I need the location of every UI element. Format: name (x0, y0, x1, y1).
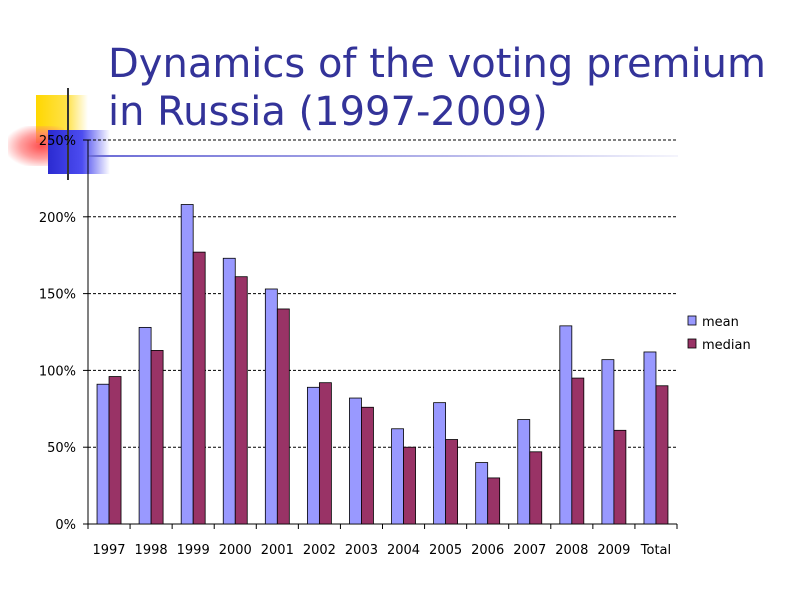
bar-median-total (655, 385, 669, 525)
bar-median-2008 (571, 377, 585, 525)
slide-title-line-2: in Russia (1997-2009) (108, 89, 548, 135)
x-tick-label: 2008 (555, 543, 588, 558)
bar-median-2005 (445, 439, 459, 525)
legend-swatch-median (687, 338, 697, 349)
x-tick-label: 2004 (387, 543, 420, 558)
bar-median-1998 (150, 350, 164, 525)
y-tick-label: 50% (47, 441, 76, 456)
decorative-horizontal-rule (88, 155, 678, 157)
slide-title-line-1: Dynamics of the voting premium (108, 41, 766, 87)
x-tick-label: 2002 (303, 543, 336, 558)
y-tick-label: 150% (39, 288, 76, 303)
bar-mean-2002 (306, 386, 320, 525)
bar-mean-total (643, 351, 657, 525)
x-tick-label: 2003 (345, 543, 378, 558)
y-tick-label: 200% (39, 211, 76, 226)
bar-mean-2005 (433, 402, 447, 525)
bar-mean-1998 (138, 326, 152, 525)
legend-swatch-mean (687, 315, 697, 326)
y-tick-label: 0% (55, 518, 76, 533)
legend-label-median: median (702, 338, 751, 353)
bar-mean-2000 (222, 257, 236, 525)
legend-label-mean: mean (702, 315, 739, 330)
x-tick-label: 1998 (135, 543, 168, 558)
bar-mean-2006 (475, 462, 489, 525)
x-tick-label: 2007 (513, 543, 546, 558)
bar-median-2004 (403, 446, 416, 525)
bar-mean-1997 (96, 383, 110, 525)
bar-mean-2001 (264, 288, 278, 525)
decorative-vertical-line (67, 88, 69, 180)
x-tick-label: 2001 (261, 543, 294, 558)
bar-median-2001 (276, 308, 290, 525)
x-tick-label: 1997 (92, 543, 125, 558)
decorative-blue-bar (48, 130, 110, 174)
bar-median-2009 (613, 429, 627, 525)
y-tick-label: 250% (39, 134, 76, 149)
bar-median-2007 (529, 451, 543, 525)
bar-mean-2004 (391, 428, 404, 525)
y-tick-label: 100% (39, 364, 76, 379)
x-tick-label: 2000 (219, 543, 252, 558)
x-tick-label: 2009 (597, 543, 630, 558)
x-tick-label: 2005 (429, 543, 462, 558)
bar-mean-2007 (517, 419, 531, 525)
bar-mean-1999 (180, 204, 194, 525)
x-tick-label: Total (640, 543, 671, 558)
bar-median-2003 (361, 406, 374, 525)
bar-median-1999 (192, 251, 206, 525)
x-tick-label: 2006 (471, 543, 504, 558)
bar-mean-2009 (601, 359, 615, 525)
bar-median-2002 (318, 382, 332, 525)
bar-median-2006 (487, 477, 501, 525)
bar-median-1997 (108, 376, 122, 525)
bar-mean-2003 (349, 397, 362, 525)
x-tick-label: 1999 (177, 543, 210, 558)
bar-mean-2008 (559, 325, 573, 525)
slide-title: Dynamics of the voting premium in Russia… (108, 40, 788, 136)
bar-median-2000 (234, 276, 248, 525)
